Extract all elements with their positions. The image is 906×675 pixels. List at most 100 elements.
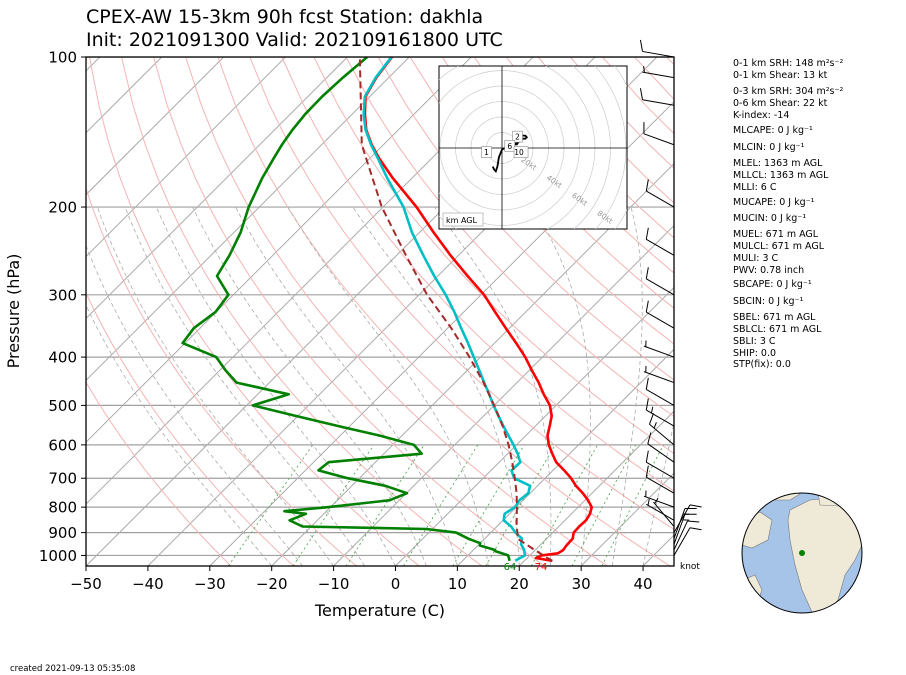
moist-adiabat: [352, 206, 520, 566]
index-line: MUCAPE: 0 J kg⁻¹: [733, 197, 815, 208]
height-label-box: [481, 146, 492, 158]
globe-outline: [741, 492, 863, 614]
barb-staff: [643, 345, 675, 358]
wind-barb: [645, 398, 675, 427]
barb-staff: [643, 495, 675, 508]
dry-adiabat: [313, 57, 674, 455]
hodograph-height-label: 6: [504, 140, 516, 152]
x-tick-label: −10: [318, 575, 350, 593]
index-line: SHIP: 0.0: [733, 348, 777, 359]
chart-title-line2: Init: 2021091300 Valid: 202109161800 UTC: [86, 29, 503, 51]
barb-flag: [645, 267, 649, 279]
index-line: MLLCL: 1363 m AGL: [733, 170, 829, 181]
wind-barb: [673, 527, 702, 556]
barb-flag: [645, 227, 649, 240]
wind-barb: [645, 465, 675, 494]
barb-staff: [646, 503, 675, 521]
index-line: MLEL: 1363 m AGL: [733, 158, 823, 169]
barb-staff: [643, 133, 675, 146]
wind-barb: [647, 432, 675, 463]
wind-barb: [645, 227, 675, 256]
barb-staff: [646, 190, 675, 208]
barb-half-flag: [650, 406, 654, 414]
moist-adiabat: [642, 421, 674, 566]
moist-adiabat: [86, 244, 303, 566]
moist-adiabat: [86, 304, 272, 566]
barb-staff: [647, 443, 675, 463]
wind-unit-label: knot: [680, 562, 700, 572]
index-line: K-index: -14: [733, 110, 790, 121]
moist-adiabat: [235, 206, 458, 566]
moist-adiabat: [434, 206, 552, 566]
wind-barb: [642, 66, 675, 79]
barb-flag: [645, 179, 649, 192]
dry-adiabat: [86, 291, 295, 566]
chart-title-line1: CPEX-AW 15-3km 90h fcst Station: dakhla: [86, 6, 483, 28]
barb-flag: [689, 527, 702, 531]
barb-staff: [649, 423, 675, 446]
barb-staff: [646, 311, 675, 329]
barb-staff: [646, 238, 675, 256]
index-line: MULCL: 671 m AGL: [733, 241, 825, 252]
x-tick-label: 10: [448, 575, 467, 593]
isotherm: [395, 286, 674, 566]
moist-adiabat: [156, 206, 396, 566]
barb-flag: [645, 465, 649, 478]
y-tick-label: 100: [48, 49, 77, 67]
moist-adiabat: [532, 206, 591, 566]
barb-staff: [642, 99, 675, 106]
barb-flag: [639, 39, 643, 52]
index-line: MLCIN: 0 J kg⁻¹: [733, 142, 805, 153]
parcel-profile: [358, 57, 553, 562]
index-line: MULI: 3 C: [733, 253, 779, 264]
x-tick-label: −40: [132, 575, 164, 593]
barb-staff: [673, 527, 691, 556]
wind-barb: [645, 450, 675, 479]
y-tick-label: 500: [48, 397, 77, 415]
wind-barb: [639, 88, 675, 106]
x-axis-label: Temperature (C): [314, 601, 445, 620]
y-tick-label: 200: [48, 199, 77, 217]
wind-barb: [643, 340, 675, 358]
moist-adiabat: [287, 206, 489, 566]
wind-barb: [645, 377, 675, 406]
barb-staff: [646, 461, 675, 479]
index-line: MUCIN: 0 J kg⁻¹: [733, 213, 807, 224]
wind-barb: [673, 520, 700, 551]
wind-barb: [649, 413, 675, 446]
isotherm: [580, 472, 674, 566]
index-line: SBLI: 3 C: [733, 336, 776, 347]
moist-adiabat: [97, 206, 334, 566]
surface-dewpoint-label: 64: [504, 562, 517, 573]
mixing-ratio-line: [403, 444, 479, 566]
barb-flag: [645, 398, 649, 411]
height-label-text: 6: [507, 142, 512, 151]
station-marker: [799, 550, 805, 556]
x-tick-label: 30: [572, 575, 591, 593]
barb-staff: [646, 278, 675, 296]
wind-barb: [643, 490, 675, 508]
index-line: SBEL: 671 m AGL: [733, 312, 816, 323]
isotherm: [86, 57, 163, 134]
wind-barbs: [639, 39, 702, 556]
y-tick-label: 800: [48, 499, 77, 517]
barb-flag: [639, 88, 643, 100]
dry-adiabat: [185, 57, 608, 566]
height-label-text: 2: [515, 133, 520, 142]
barb-half-flag: [643, 66, 645, 73]
surface-labels: 64 74: [504, 562, 548, 573]
temperature-profile: [363, 57, 594, 563]
hodograph-height-label: 10: [513, 146, 529, 158]
index-line: SBLCL: 671 m AGL: [733, 324, 822, 335]
wind-barb: [645, 179, 675, 208]
isotherm: [86, 57, 348, 320]
height-label-box: [504, 140, 516, 152]
height-label-text: 10: [514, 148, 524, 157]
wetbulb-profile: [362, 57, 532, 562]
index-line: 0-6 km Shear: 22 kt: [733, 98, 828, 109]
dry-adiabat: [86, 186, 357, 566]
isotherm: [209, 101, 674, 566]
dry-adiabat: [345, 57, 674, 418]
barb-flag: [645, 300, 649, 313]
